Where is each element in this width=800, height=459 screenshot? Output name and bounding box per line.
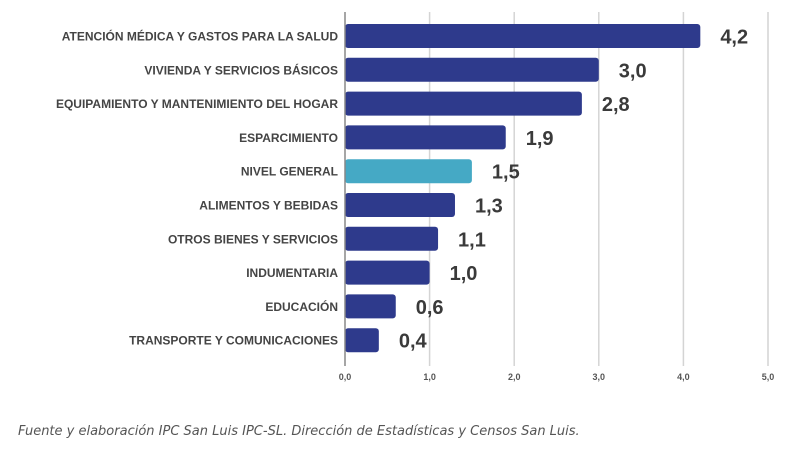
category-label: VIVIENDA Y SERVICIOS BÁSICOS [144, 62, 338, 77]
value-label: 1,5 [492, 162, 520, 184]
value-label: 0,4 [399, 331, 428, 353]
bar [345, 159, 472, 184]
bar [345, 57, 599, 82]
bar [345, 328, 379, 353]
x-tick-label: 4,0 [677, 372, 690, 382]
value-label: 1,3 [475, 196, 503, 218]
value-label: 3,0 [619, 60, 647, 82]
value-label: 4,2 [720, 27, 748, 49]
value-label: 1,0 [450, 263, 478, 285]
x-axis-ticks: 0,0 1,0 2,0 3,0 4,0 5,0 [339, 372, 775, 382]
value-label: 1,1 [458, 229, 486, 251]
bar [345, 125, 506, 150]
category-label: EDUCACIÓN [265, 299, 338, 314]
bar [345, 226, 439, 251]
category-label: NIVEL GENERAL [241, 165, 338, 179]
x-tick-label: 0,0 [339, 372, 352, 382]
source-note: Fuente y elaboración IPC San Luis IPC-SL… [18, 424, 580, 439]
category-label: EQUIPAMIENTO Y MANTENIMIENTO DEL HOGAR [56, 97, 338, 111]
category-label: OTROS BIENES Y SERVICIOS [168, 232, 338, 246]
value-label: 1,9 [526, 128, 554, 150]
bar [345, 91, 582, 116]
value-label: 0,6 [416, 297, 444, 319]
bar [345, 24, 701, 48]
category-label: ESPARCIMIENTO [239, 131, 338, 145]
category-label: TRANSPORTE Y COMUNICACIONES [129, 334, 338, 348]
x-tick-label: 1,0 [423, 372, 436, 382]
x-tick-label: 3,0 [593, 372, 606, 382]
bars [345, 24, 701, 353]
x-tick-label: 2,0 [508, 372, 521, 382]
category-label: ALIMENTOS Y BEBIDAS [199, 199, 338, 213]
category-label: ATENCIÓN MÉDICA Y GASTOS PARA LA SALUD [62, 29, 339, 44]
bar [345, 193, 455, 217]
x-tick-label: 5,0 [762, 372, 775, 382]
category-labels: ATENCIÓN MÉDICA Y GASTOS PARA LA SALUD VI… [56, 29, 338, 348]
value-label: 2,8 [602, 94, 630, 116]
value-labels: 4,2 3,0 2,8 1,9 1,5 1,3 1,1 1,0 0,6 0,4 [399, 27, 748, 353]
bar-chart: ATENCIÓN MÉDICA Y GASTOS PARA LA SALUD VI… [56, 12, 775, 382]
bar [345, 260, 430, 285]
bar [345, 294, 396, 319]
category-label: INDUMENTARIA [246, 266, 338, 280]
